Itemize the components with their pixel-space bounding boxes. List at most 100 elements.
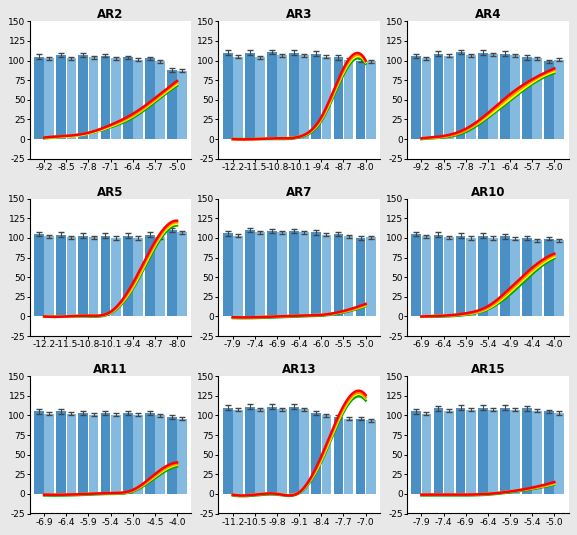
Bar [57,55,66,139]
Bar [478,53,488,139]
Bar [500,54,509,139]
Bar [299,409,309,494]
Bar [233,57,243,139]
Bar [334,57,343,139]
Bar [500,236,509,317]
Bar [478,235,488,317]
Bar [533,411,542,494]
Bar [554,240,564,317]
Title: AR2: AR2 [98,9,123,21]
Bar [488,54,498,139]
Bar [245,53,254,139]
Bar [123,235,133,317]
Title: AR4: AR4 [475,9,501,21]
Title: AR11: AR11 [93,363,128,376]
Bar [422,236,432,317]
Bar [223,53,233,139]
Bar [223,233,233,317]
Bar [155,237,165,317]
Bar [34,234,44,317]
Bar [44,58,54,139]
Bar [411,411,421,494]
Bar [344,60,354,139]
Bar [488,410,498,494]
Bar [133,415,143,494]
Bar [488,238,498,317]
Bar [544,62,554,139]
Bar [344,418,354,494]
Bar [111,58,121,139]
Bar [444,411,454,494]
Bar [167,417,177,494]
Bar [123,57,133,139]
Bar [233,235,243,317]
Bar [44,414,54,494]
Bar [145,413,155,494]
Bar [78,55,88,139]
Bar [312,233,321,317]
Bar [554,413,564,494]
Bar [522,408,532,494]
Bar [289,53,299,139]
Title: AR3: AR3 [286,9,312,21]
Bar [100,235,110,317]
Bar [78,235,88,317]
Bar [278,233,287,317]
Bar [544,411,554,494]
Bar [255,57,265,139]
Bar [133,60,143,139]
Bar [533,240,542,317]
Bar [111,238,121,317]
Bar [145,235,155,317]
Bar [267,231,277,317]
Bar [433,54,443,139]
Bar [289,231,299,317]
Bar [278,409,287,494]
Bar [433,235,443,317]
Bar [78,413,88,494]
Bar [312,54,321,139]
Bar [133,238,143,317]
Bar [100,413,110,494]
Bar [554,60,564,139]
Bar [366,237,376,317]
Bar [411,56,421,139]
Title: AR10: AR10 [471,186,505,198]
Bar [510,239,520,317]
Bar [89,415,99,494]
Bar [289,407,299,494]
Bar [267,407,277,494]
Bar [433,408,443,494]
Bar [177,418,187,494]
Bar [456,52,466,139]
Bar [355,60,365,139]
Bar [145,58,155,139]
Bar [522,57,532,139]
Bar [444,237,454,317]
Bar [66,237,76,317]
Bar [355,418,365,494]
Bar [155,62,165,139]
Bar [57,411,66,494]
Bar [177,233,187,317]
Bar [321,57,331,139]
Bar [57,235,66,317]
Bar [522,238,532,317]
Bar [255,233,265,317]
Bar [167,70,177,139]
Bar [177,71,187,139]
Bar [245,230,254,317]
Title: AR7: AR7 [286,186,312,198]
Bar [500,408,509,494]
Bar [66,58,76,139]
Bar [334,417,343,494]
Bar [366,62,376,139]
Bar [312,413,321,494]
Bar [299,233,309,317]
Bar [544,239,554,317]
Bar [299,55,309,139]
Bar [89,57,99,139]
Bar [366,420,376,494]
Bar [355,238,365,317]
Bar [155,415,165,494]
